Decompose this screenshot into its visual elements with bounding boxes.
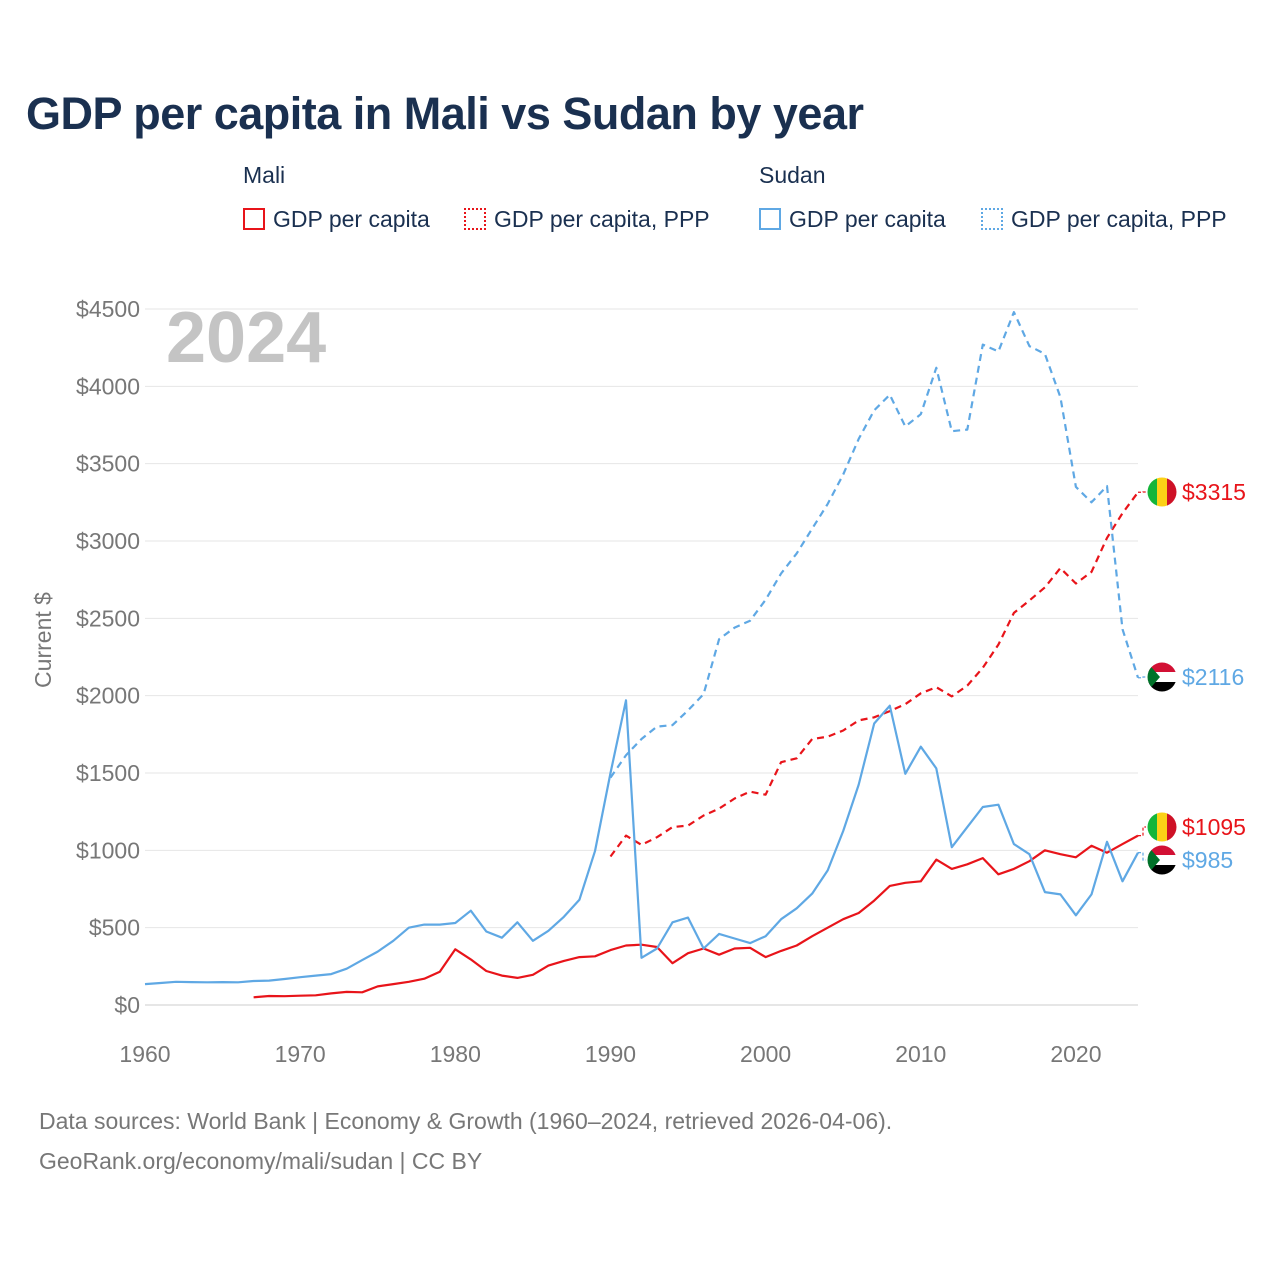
legend-swatch-dotted-red — [464, 208, 486, 230]
series-line[interactable] — [609, 491, 1139, 858]
y-tick-label: $0 — [114, 992, 140, 1018]
legend-swatch-dotted-blue — [981, 208, 1003, 230]
sudan-flag-icon — [1147, 845, 1177, 875]
y-tick-label: $3500 — [76, 451, 140, 477]
end-label-connector — [1138, 852, 1146, 861]
y-tick-label: $1500 — [76, 760, 140, 786]
legend-item-sudan-gdp-ppp[interactable]: GDP per capita, PPP — [981, 204, 1227, 234]
y-tick-label: $1000 — [76, 837, 140, 863]
legend-group-mali: Mali — [243, 162, 286, 188]
x-tick-label: 1990 — [585, 1041, 636, 1067]
legend-group-sudan: Sudan — [759, 162, 826, 188]
legend-item-sudan-gdp[interactable]: GDP per capita — [759, 204, 946, 234]
y-tick-label: $4000 — [76, 373, 140, 399]
y-tick-label: $3000 — [76, 528, 140, 554]
series-line[interactable] — [609, 311, 1140, 779]
end-value-label: $1095 — [1182, 814, 1246, 840]
legend-swatch-solid-blue — [759, 208, 781, 230]
x-tick-label: 2020 — [1050, 1041, 1101, 1067]
mali-flag-icon — [1147, 812, 1177, 842]
chart-title: GDP per capita in Mali vs Sudan by year — [26, 88, 864, 139]
end-value-label: $3315 — [1182, 479, 1246, 505]
x-tick-label: 2000 — [740, 1041, 791, 1067]
y-tick-label: $4500 — [76, 296, 140, 322]
y-tick-label: $2500 — [76, 605, 140, 631]
series-line[interactable] — [144, 699, 1139, 986]
year-watermark: 2024 — [166, 298, 326, 378]
y-tick-label: $500 — [89, 915, 140, 941]
y-axis-label: Current $ — [30, 592, 56, 688]
end-label-connector — [1138, 676, 1146, 679]
end-label-connector — [1138, 826, 1146, 837]
x-tick-label: 1960 — [119, 1041, 170, 1067]
end-value-label: $985 — [1182, 847, 1233, 873]
legend-item-mali-gdp[interactable]: GDP per capita — [243, 204, 430, 234]
source-line-1: Data sources: World Bank | Economy & Gro… — [39, 1108, 893, 1134]
legend-item-label: GDP per capita, PPP — [494, 205, 710, 232]
sudan-flag-icon — [1147, 662, 1177, 692]
legend-item-label: GDP per capita, PPP — [1011, 205, 1227, 232]
series-line[interactable] — [253, 834, 1139, 999]
y-tick-label: $2000 — [76, 683, 140, 709]
legend-item-label: GDP per capita — [273, 205, 430, 232]
x-tick-label: 2010 — [895, 1041, 946, 1067]
x-tick-label: 1970 — [275, 1041, 326, 1067]
mali-flag-icon — [1147, 477, 1177, 507]
x-tick-label: 1980 — [430, 1041, 481, 1067]
legend-item-label: GDP per capita — [789, 205, 946, 232]
source-line-2[interactable]: GeoRank.org/economy/mali/sudan | CC BY — [39, 1148, 483, 1174]
end-value-label: $2116 — [1182, 664, 1244, 690]
legend-item-mali-gdp-ppp[interactable]: GDP per capita, PPP — [464, 204, 710, 234]
legend-swatch-solid-red — [243, 208, 265, 230]
